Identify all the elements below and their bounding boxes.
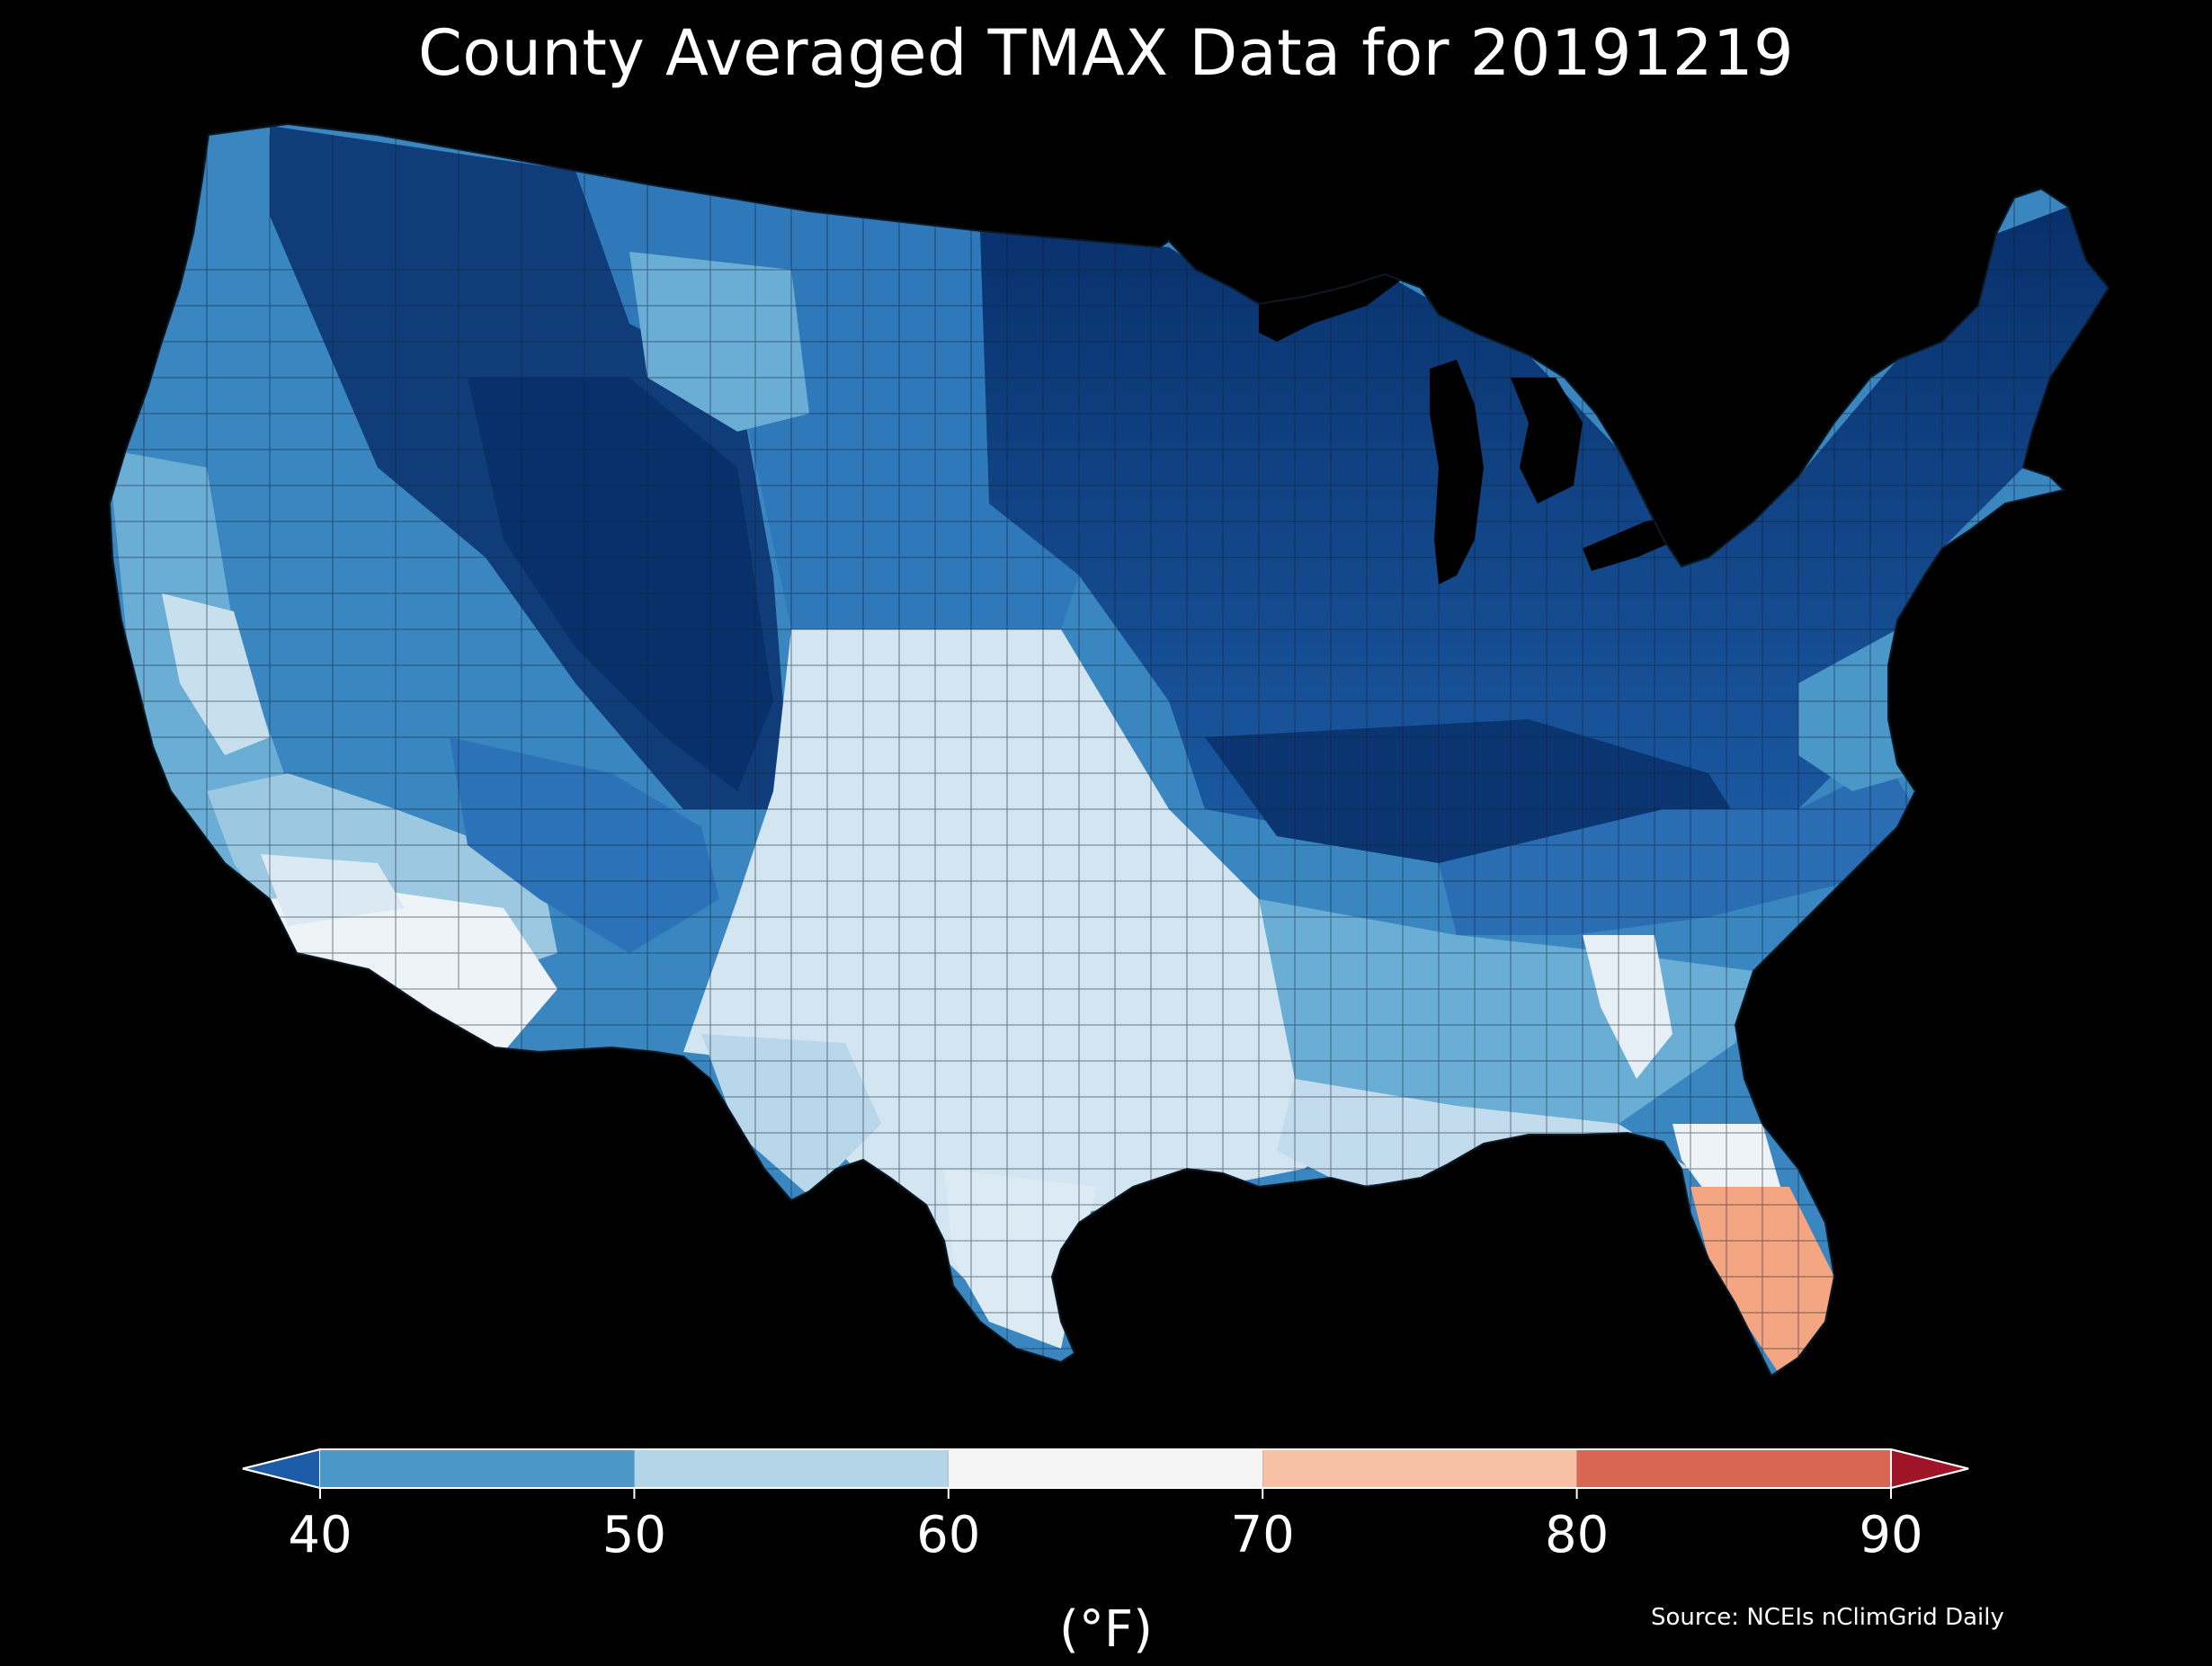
region-california-central [162,593,270,755]
colorbar-bin-80-90 [1576,1449,1891,1488]
colorbar-tick-label: 90 [1859,1506,1923,1564]
colorbar-unit-label: (°F) [1059,1600,1153,1659]
lake-superior [1259,265,1403,342]
lake-erie [1583,512,1699,571]
colorbar-bin-40-50 [320,1449,635,1488]
region-georgia-piedmont [1583,935,1672,1079]
colorbar-bin-70-80 [1262,1449,1577,1488]
colorbar-tick-label: 60 [916,1506,981,1564]
colorbar-extend-high [1890,1448,1969,1490]
source-note: Source: NCEIs nClimGrid Daily [1651,1604,2004,1631]
colorbar-bin-60-70 [948,1449,1263,1488]
colorbar-tick-marks [319,1488,1892,1499]
lake-huron [1511,378,1583,503]
colorbar-bins [242,1448,1969,1490]
colorbar-tick-label: 70 [1230,1506,1295,1564]
region-central-rockies-darkest [468,378,773,791]
lake-michigan [1430,360,1484,584]
region-southern-plains [683,629,1439,1304]
colorbar-tick-label: 50 [602,1506,667,1564]
colorbar-tick-label: 40 [288,1506,352,1564]
colorbar-extend-low [242,1448,321,1490]
colorbar-tick-label: 80 [1544,1506,1610,1564]
choropleth-map [108,122,2110,1377]
colorbar-bin-50-60 [634,1449,949,1488]
great-lakes [1259,265,1699,584]
region-appalachians [1439,764,1915,935]
region-arizona-desert [270,890,557,1052]
country-outline [108,122,2110,1377]
map-title: County Averaged TMAX Data for 20191219 [417,16,1795,90]
